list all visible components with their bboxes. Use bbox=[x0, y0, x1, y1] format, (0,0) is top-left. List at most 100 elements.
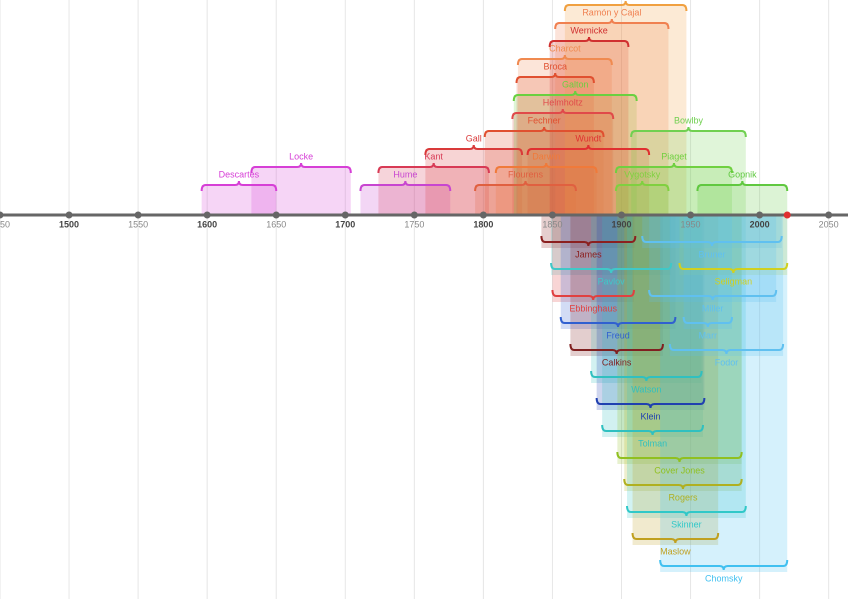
tick-mark bbox=[825, 211, 833, 219]
lifespan-bracket bbox=[614, 162, 733, 174]
lifespan-bracket bbox=[659, 559, 789, 571]
person-label: Hume bbox=[393, 169, 417, 179]
person-label: James bbox=[575, 249, 602, 259]
person-label: Broca bbox=[543, 61, 567, 71]
person-label: Bruner bbox=[698, 249, 725, 259]
lifespan-bar bbox=[631, 131, 746, 215]
person-label: Cover Jones bbox=[654, 465, 705, 475]
x-tick-label: 2050 bbox=[819, 219, 839, 229]
person-label: Darwin bbox=[532, 151, 560, 161]
x-tick-label: 1650 bbox=[266, 219, 286, 229]
x-tick-label: 1600 bbox=[197, 219, 217, 229]
lifespan-bar bbox=[513, 95, 637, 215]
lifespan-bar bbox=[475, 185, 576, 215]
person-label: Chomsky bbox=[705, 573, 743, 583]
lifespan-bracket bbox=[626, 505, 747, 517]
person-label: Rogers bbox=[668, 492, 698, 502]
lifespan-bracket bbox=[641, 235, 783, 247]
tick-mark bbox=[617, 211, 625, 219]
lifespan-bar bbox=[251, 167, 351, 215]
person-label: Piaget bbox=[661, 151, 687, 161]
lifespan-bar bbox=[516, 77, 594, 215]
lifespan-bracket bbox=[614, 180, 670, 192]
lifespan-bracket bbox=[359, 180, 452, 192]
lifespan-bar bbox=[360, 185, 451, 215]
person-label: Locke bbox=[289, 151, 313, 161]
lifespan-bracket bbox=[678, 262, 789, 274]
lifespan-bracket bbox=[631, 532, 720, 544]
lifespan-bar bbox=[552, 215, 634, 302]
lifespan-bracket bbox=[569, 343, 664, 355]
person-label: Calkins bbox=[602, 357, 632, 367]
lifespan-bar bbox=[527, 149, 650, 215]
person-label: Watson bbox=[631, 384, 661, 394]
x-tick-label: 1800 bbox=[473, 219, 493, 229]
lifespan-bracket bbox=[623, 478, 743, 490]
lifespan-bracket bbox=[682, 316, 733, 328]
person-label: Galton bbox=[562, 79, 589, 89]
lifespan-bar bbox=[378, 167, 489, 215]
person-label: Gall bbox=[466, 133, 482, 143]
person-label: Ebbinghaus bbox=[569, 303, 617, 313]
brackets: Descartes Locke Hume Kant Gall Flourens Darwin… bbox=[200, 0, 789, 583]
x-tick-label: 2000 bbox=[750, 219, 770, 229]
tick-mark bbox=[203, 211, 211, 219]
lifespan-bracket bbox=[516, 54, 613, 66]
lifespan-bar bbox=[425, 149, 523, 215]
lifespan-bracket bbox=[559, 316, 677, 328]
now-marker bbox=[783, 211, 791, 219]
lifespan-bar bbox=[669, 215, 784, 356]
person-label: Marr bbox=[699, 330, 718, 340]
lifespan-bracket bbox=[616, 451, 743, 463]
lifespan-bar bbox=[484, 131, 604, 215]
lifespan-bracket bbox=[595, 397, 706, 409]
x-tick-label: 1750 bbox=[404, 219, 424, 229]
person-label: Maslow bbox=[660, 546, 691, 556]
person-label: Gopnik bbox=[728, 169, 757, 179]
lifespan-bar bbox=[551, 215, 672, 275]
lifespan-bar bbox=[570, 215, 663, 356]
tick-mark bbox=[756, 211, 764, 219]
person-label: Bowlby bbox=[674, 115, 704, 125]
x-tick-label: 1850 bbox=[542, 219, 562, 229]
tick-mark bbox=[341, 211, 349, 219]
lifespan-bar bbox=[679, 215, 788, 275]
lifespan-bar bbox=[697, 185, 788, 215]
lifespan-bar bbox=[560, 215, 676, 329]
lifespan-bracket bbox=[200, 180, 278, 192]
person-label: Fechner bbox=[528, 115, 561, 125]
person-label: Helmholtz bbox=[543, 97, 584, 107]
lifespan-bar bbox=[201, 185, 277, 215]
lifespan-bracket bbox=[515, 72, 595, 84]
tick-mark bbox=[687, 211, 695, 219]
person-label: Wundt bbox=[575, 133, 601, 143]
bars bbox=[201, 5, 788, 572]
lifespan-bracket bbox=[590, 370, 703, 382]
person-label: Wernicke bbox=[570, 25, 607, 35]
lifespan-bracket bbox=[483, 126, 605, 138]
person-label: Pavlov bbox=[598, 276, 626, 286]
x-tick-label: 1450 bbox=[0, 219, 10, 229]
lifespan-bracket bbox=[648, 289, 778, 301]
x-tick-label: 1550 bbox=[128, 219, 148, 229]
lifespan-bracket bbox=[554, 18, 670, 30]
lifespan-bracket bbox=[601, 424, 704, 436]
lifespan-bracket bbox=[668, 343, 785, 355]
lifespan-bracket bbox=[548, 36, 630, 48]
person-label: Klein bbox=[640, 411, 660, 421]
lifespan-bracket bbox=[250, 162, 352, 174]
x-tick-label: 1950 bbox=[681, 219, 701, 229]
x-tick-label: 1700 bbox=[335, 219, 355, 229]
lifespan-bracket bbox=[474, 180, 577, 192]
person-label: Miller bbox=[702, 303, 724, 313]
tick-mark bbox=[134, 211, 142, 219]
lifespan-bar bbox=[683, 215, 732, 329]
person-label: Ramón y Cajal bbox=[582, 7, 641, 17]
lifespan-bar bbox=[624, 215, 742, 491]
axis: 1450 1500 1550 1600 1650 1700 1750 1800 1850 1900… bbox=[0, 211, 848, 229]
person-label: Flourens bbox=[508, 169, 544, 179]
lifespan-bracket bbox=[511, 108, 615, 120]
lifespan-bar bbox=[517, 59, 612, 215]
person-label: Kant bbox=[424, 151, 443, 161]
grid bbox=[0, 0, 830, 599]
